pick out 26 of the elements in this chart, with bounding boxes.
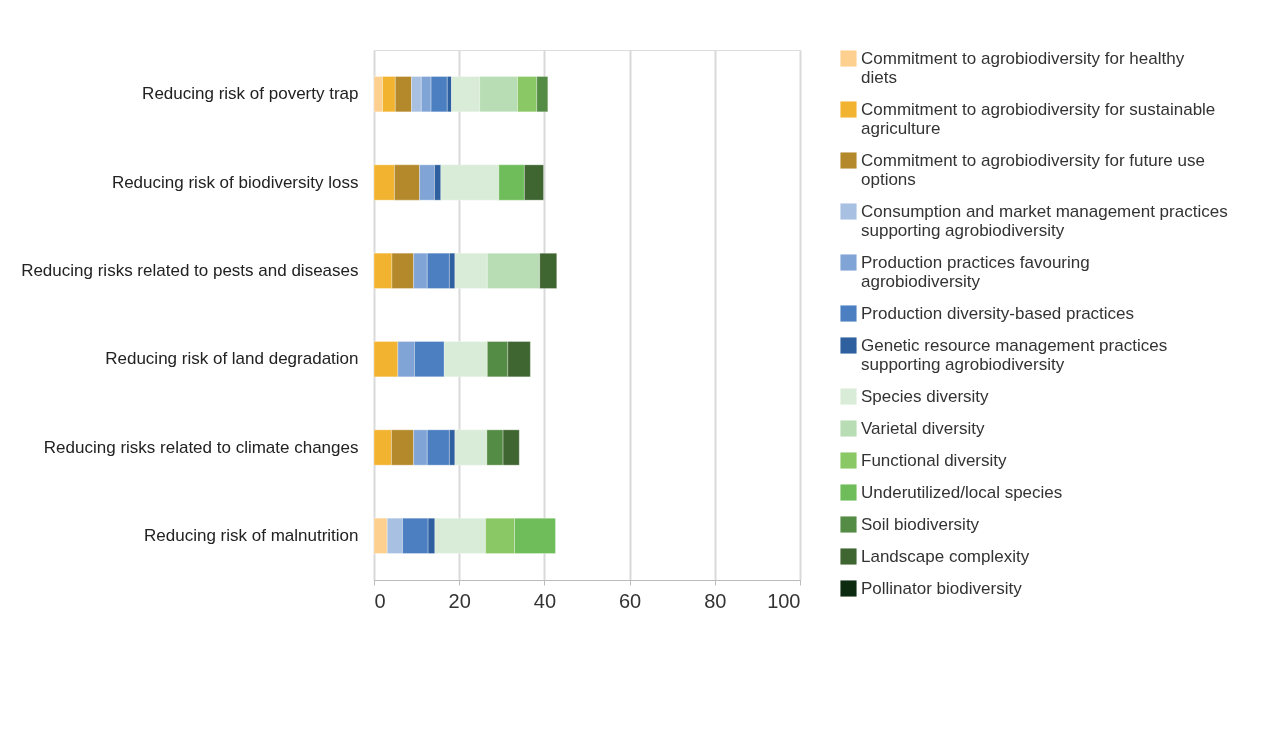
legend-label: Soil biodiversity [861,514,980,534]
x-tick-label: 0 [374,589,386,612]
legend-label: Species diversity [861,386,990,406]
x-tick-label: 100 [767,589,801,612]
legend-label: Functional diversity [861,450,1007,470]
y-tick-label: Reducing risk of malnutrition [144,525,359,545]
legend-label: Commitment to agrobiodiversity for future use options [861,150,1205,189]
legend-label: Commitment to agrobiodiversity for sustainable agriculture [861,99,1216,138]
legend-label: Pollinator biodiversity [861,578,1023,598]
legend-label: Production diversity-based practices [861,303,1135,323]
x-tick-label: 60 [618,589,642,612]
legend-label: Consumption and market management practices supporting agrobiodiversity [861,201,1228,240]
x-tick-label: 40 [533,589,557,612]
y-tick-label: Reducing risks related to pests and diseases [21,260,359,280]
x-tick-label: 20 [448,589,471,612]
legend-label: Underutilized/local species [861,482,1063,502]
legend-label: Landscape complexity [861,546,1030,566]
y-tick-label: Reducing risk of biodiversity loss [111,172,359,192]
y-tick-label: Reducing risk of poverty trap [142,84,359,104]
legend-label: Commitment to agrobiodiversity for healthy diets [861,48,1185,87]
y-tick-label: Reducing risks related to climate changes [43,437,359,457]
y-tick-label: Reducing risk of land degradation [105,349,359,369]
legend-label: Genetic resource management practices supporting agrobiodiversity [861,335,1168,374]
x-tick-label: 80 [704,589,727,612]
legend-label: Production practices favouring agrobiodiversity [861,252,1090,291]
legend-label: Varietal diversity [861,418,985,438]
